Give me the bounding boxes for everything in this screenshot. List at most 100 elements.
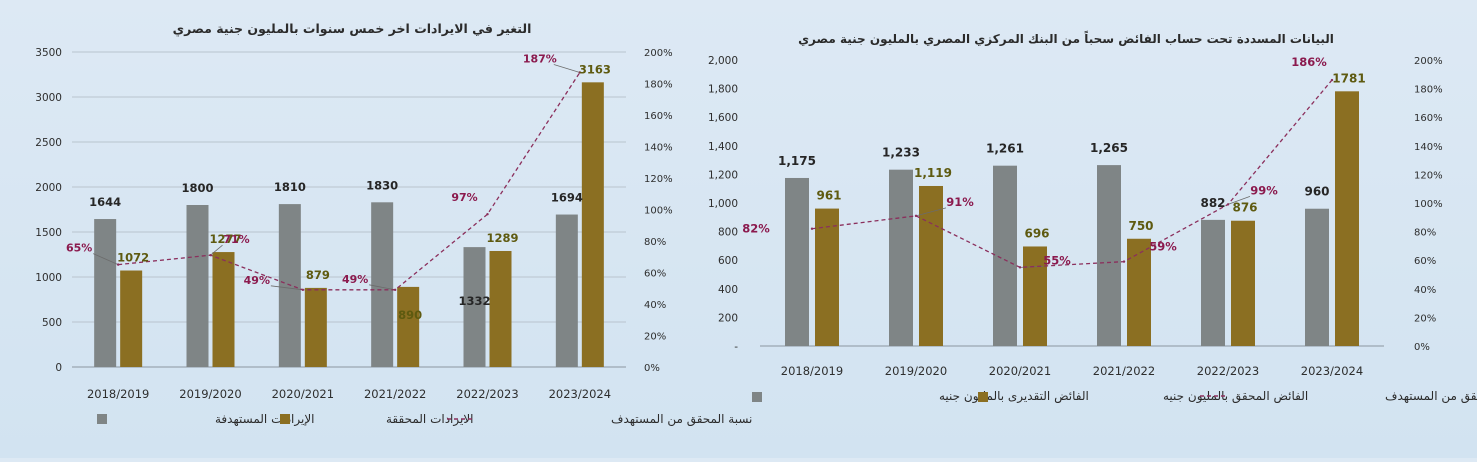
y2-tick-label: 20% (644, 332, 666, 343)
y-tick-label: 3000 (35, 92, 62, 104)
label-actual: 696 (1024, 226, 1049, 240)
label-ratio: 49% (244, 274, 270, 287)
label-target: 882 (1200, 196, 1225, 210)
y-tick-label: 3500 (35, 47, 62, 59)
bar-actual (1335, 91, 1359, 346)
label-actual: 3163 (579, 62, 611, 76)
leader-line (553, 64, 580, 73)
label-target: 1,261 (986, 142, 1024, 156)
label-target: 1810 (274, 180, 306, 194)
legend-label-target: الإيرادات المستهدفة (215, 412, 315, 427)
label-ratio: 97% (451, 191, 477, 204)
leader-line (1227, 196, 1251, 205)
y-tick-label: 0 (55, 362, 62, 374)
x-tick-label: 2020/2021 (989, 364, 1051, 378)
label-target: 1,265 (1090, 141, 1128, 155)
label-ratio: 99% (1250, 183, 1278, 197)
y2-tick-label: 140% (644, 143, 673, 154)
bar-actual (1127, 238, 1151, 346)
revenue-chart-title: التغير في الايرادات اخر خمس سنوات بالملي… (173, 21, 532, 36)
y-tick-label: - (734, 341, 738, 353)
y-tick-label: 200 (718, 312, 738, 324)
x-tick-label: 2021/2022 (1093, 364, 1155, 378)
revenue-leader-lines (93, 64, 580, 291)
legend-label-actual: الايرادات المحققة (386, 412, 474, 427)
y2-tick-label: 140% (1414, 142, 1443, 153)
bar-actual (212, 252, 235, 367)
label-ratio: 55% (1043, 253, 1071, 267)
y-tick-label: 1,800 (708, 84, 738, 96)
label-target: 1,175 (778, 154, 816, 168)
y2-tick-label: 40% (644, 300, 666, 311)
label-actual: 1277 (209, 232, 241, 246)
y-tick-label: 600 (718, 255, 738, 267)
bar-actual (581, 82, 604, 367)
label-actual: 1,119 (914, 166, 952, 180)
x-tick-label: 2022/2023 (1197, 364, 1259, 378)
y-tick-label: 1,000 (708, 198, 738, 210)
x-tick-label: 2021/2022 (364, 387, 426, 401)
x-tick-label: 2022/2023 (456, 387, 518, 401)
y2-tick-label: 80% (644, 237, 666, 248)
legend-swatch-realized (978, 392, 988, 402)
bar-actual (489, 250, 512, 367)
surplus-y-axis: - 200 400 600 800 1,000 1,200 1,400 1,600 1,800 2,… (708, 55, 738, 353)
y2-tick-label: 100% (1414, 199, 1443, 210)
y-tick-label: 1500 (35, 227, 62, 239)
y-tick-label: 1000 (35, 272, 62, 284)
label-target: 1830 (366, 178, 398, 192)
revenue-x-axis: 2018/2019 2019/2020 2020/2021 2021/2022 2022… (87, 387, 611, 401)
surplus-legend: الفائض التقديرى بالمليون جنيه الفائض الم… (752, 389, 1477, 404)
y2-tick-label: 200% (1414, 56, 1443, 67)
label-actual: 1781 (1332, 71, 1365, 85)
legend-swatch-estimated (752, 392, 762, 402)
leader-line (270, 285, 303, 291)
y2-tick-label: 120% (644, 174, 673, 185)
y2-tick-label: 20% (1414, 313, 1436, 324)
revenue-legend: الإيرادات المستهدفة الايرادات المحققة نس… (97, 412, 752, 427)
y-tick-label: 400 (718, 284, 738, 296)
x-tick-label: 2018/2019 (781, 364, 843, 378)
surplus-chart: البيانات المسددة تحت حساب الفائض سحباً م… (708, 30, 1477, 404)
label-target: 1694 (551, 191, 583, 205)
y2-tick-label: 0% (644, 363, 660, 374)
bar-actual (1231, 220, 1255, 346)
bar-target (993, 165, 1017, 346)
label-ratio: 71% (223, 233, 249, 246)
label-target: 1,233 (882, 146, 920, 160)
y2-tick-label: 0% (1414, 342, 1430, 353)
label-actual: 876 (1232, 201, 1257, 215)
bar-target (1097, 165, 1121, 346)
bar-target (785, 177, 809, 346)
y2-tick-label: 160% (1414, 113, 1443, 124)
revenue-bars (94, 82, 604, 367)
legend-swatch-actual (280, 414, 290, 424)
label-actual: 890 (398, 308, 422, 322)
surplus-x-axis: 2018/2019 2019/2020 2020/2021 2021/2022 2022… (781, 364, 1363, 378)
y2-tick-label: 120% (1414, 170, 1443, 181)
revenue-gridlines (72, 51, 626, 368)
label-target: 960 (1304, 185, 1329, 199)
y-tick-label: 1,400 (708, 141, 738, 153)
y-tick-label: 800 (718, 227, 738, 239)
label-actual: 1072 (117, 251, 149, 265)
x-tick-label: 2023/2024 (549, 387, 611, 401)
label-actual: 961 (816, 189, 841, 203)
revenue-ratio-line (116, 71, 582, 292)
y2-tick-label: 40% (1414, 285, 1436, 296)
label-ratio: 186% (1291, 55, 1327, 69)
label-target: 1332 (458, 294, 490, 308)
label-target: 1644 (89, 195, 121, 209)
y-tick-label: 500 (42, 317, 62, 329)
y2-tick-label: 100% (644, 206, 673, 217)
leader-line (369, 284, 396, 291)
bar-target (1201, 219, 1225, 346)
leader-line (93, 253, 119, 265)
bar-target (889, 169, 913, 346)
label-actual: 879 (306, 268, 330, 282)
legend-label-realized: الفائض المحقق بالمليون جنيه (1163, 389, 1308, 404)
x-tick-label: 2023/2024 (1301, 364, 1363, 378)
surplus-data-labels: 1,175 961 82% 1,233 1,119 91% 1,261 696 55% 1,265… (742, 55, 1365, 267)
